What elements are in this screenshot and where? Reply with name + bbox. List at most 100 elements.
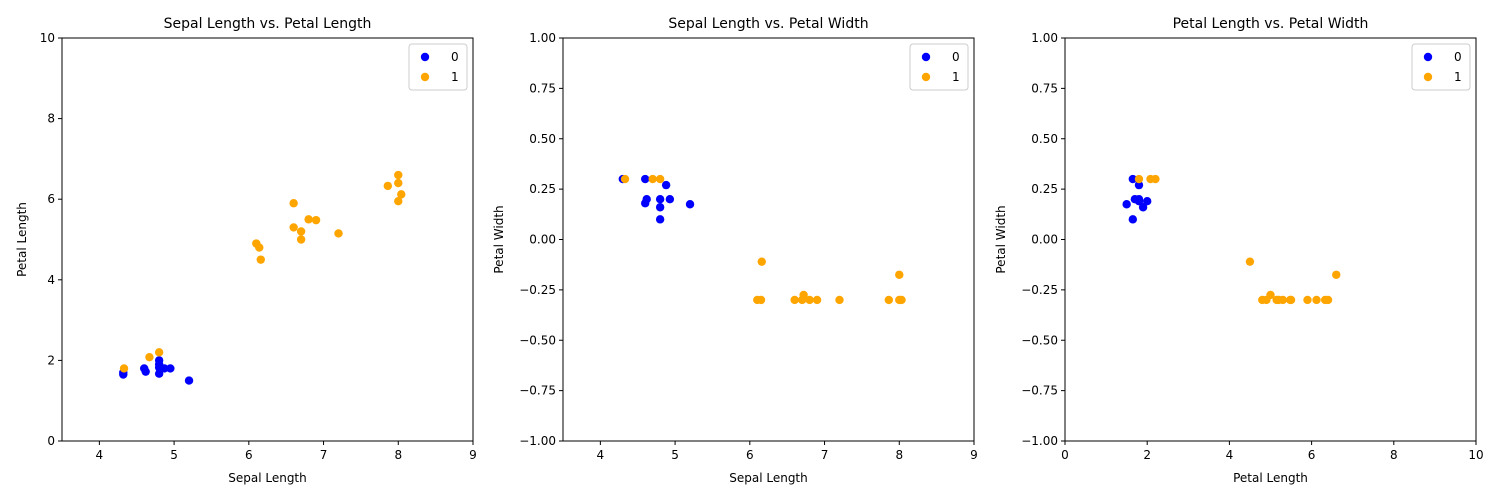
legend-label: 1 <box>952 70 960 84</box>
data-point-series-1 <box>1303 295 1312 305</box>
y-tick-label: −0.50 <box>1021 333 1058 347</box>
data-point-series-1 <box>256 255 265 264</box>
data-point-series-1 <box>296 227 306 236</box>
x-tick-label: 7 <box>320 448 328 462</box>
data-point-series-1 <box>897 295 906 305</box>
data-point-series-1 <box>1151 174 1160 184</box>
y-tick-label: 6 <box>47 192 55 206</box>
data-point-series-1 <box>383 181 393 191</box>
y-tick-label: 0 <box>47 434 55 448</box>
legend-marker <box>921 52 931 62</box>
data-point-series-0 <box>1138 203 1148 212</box>
y-tick-label: 0.50 <box>529 132 556 146</box>
legend-label: 1 <box>451 70 459 84</box>
data-point-series-0 <box>685 200 695 209</box>
data-point-series-1 <box>1323 295 1333 305</box>
data-point-series-0 <box>1134 180 1144 190</box>
y-axis-label: Petal Length <box>15 202 29 277</box>
data-point-series-1 <box>835 295 844 305</box>
y-tick-label: 1.00 <box>529 31 556 45</box>
y-tick-label: 1.00 <box>1031 31 1058 45</box>
y-tick-label: −0.75 <box>519 384 556 398</box>
data-point-series-1 <box>394 197 403 206</box>
x-tick-label: 6 <box>1308 448 1316 462</box>
data-point-series-1 <box>1332 270 1341 279</box>
legend: 01 <box>909 43 969 91</box>
data-point-series-0 <box>1128 215 1138 224</box>
y-tick-label: −0.25 <box>1021 283 1058 297</box>
y-tick-label: 0.00 <box>1031 233 1058 247</box>
x-tick-label: 7 <box>821 448 829 462</box>
data-point-series-1 <box>648 174 657 184</box>
legend-marker <box>1423 52 1433 62</box>
x-tick-label: 6 <box>245 448 253 462</box>
data-point-series-1 <box>289 223 298 232</box>
y-axis-label: Petal Width <box>492 205 506 273</box>
data-point-series-1 <box>799 290 808 300</box>
data-point-series-0 <box>1134 197 1144 206</box>
data-point-series-0 <box>166 364 175 373</box>
x-tick-label: 8 <box>394 448 402 462</box>
y-tick-label: 8 <box>47 112 55 126</box>
x-tick-label: 0 <box>1061 448 1069 462</box>
y-tick-label: 0.50 <box>1031 132 1058 146</box>
data-point-series-1 <box>255 243 264 252</box>
y-tick-label: −0.75 <box>1021 384 1058 398</box>
points-group <box>119 170 406 385</box>
data-point-series-1 <box>1286 295 1296 305</box>
data-point-series-1 <box>394 170 403 180</box>
y-tick-label: 0.75 <box>529 81 556 95</box>
data-point-series-1 <box>805 295 814 305</box>
data-point-series-0 <box>154 369 164 378</box>
data-point-series-1 <box>790 295 799 305</box>
plot-frame <box>562 37 975 442</box>
data-point-series-1 <box>145 352 154 362</box>
y-tick-label: 4 <box>47 273 55 287</box>
chart-title: Petal Length vs. Petal Width <box>1173 16 1369 32</box>
x-tick-label: 4 <box>96 448 104 462</box>
y-tick-label: 10 <box>40 31 55 45</box>
data-point-series-1 <box>1134 174 1144 184</box>
data-point-series-0 <box>641 174 650 184</box>
chart-title: Sepal Length vs. Petal Length <box>164 16 372 32</box>
data-point-series-1 <box>334 229 343 238</box>
data-point-series-0 <box>661 180 671 190</box>
data-point-series-1 <box>394 178 403 188</box>
plot-frame <box>1064 37 1477 442</box>
data-point-series-1 <box>289 199 298 208</box>
y-tick-label: 0.00 <box>529 233 556 247</box>
y-tick-label: 2 <box>47 353 55 367</box>
data-point-series-1 <box>812 295 822 305</box>
x-tick-label: 8 <box>895 448 903 462</box>
y-tick-label: −0.25 <box>519 283 556 297</box>
x-tick-label: 9 <box>970 448 978 462</box>
data-point-series-1 <box>119 364 129 373</box>
y-tick-label: −1.00 <box>519 434 556 448</box>
data-point-series-0 <box>665 195 675 204</box>
x-tick-label: 10 <box>1468 448 1483 462</box>
x-tick-label: 2 <box>1143 448 1151 462</box>
data-point-series-1 <box>655 174 665 184</box>
x-tick-label: 6 <box>746 448 754 462</box>
tick-group: 0 2 4 6 8 10−1.00−0.75−0.50−0.250.000.250.500… <box>1021 31 1483 462</box>
legend-marker <box>420 72 430 82</box>
chart-title: Sepal Length vs. Petal Width <box>668 16 868 32</box>
y-tick-label: 0.25 <box>1031 182 1058 196</box>
y-tick-label: 0.75 <box>1031 81 1058 95</box>
y-tick-label: −1.00 <box>1021 434 1058 448</box>
x-tick-label: 4 <box>597 448 605 462</box>
data-point-series-1 <box>1245 257 1255 266</box>
data-point-series-1 <box>620 174 630 184</box>
data-point-series-0 <box>141 367 150 376</box>
legend-label: 0 <box>1454 50 1462 64</box>
points-group <box>618 174 906 305</box>
data-point-series-0 <box>184 376 194 385</box>
legend: 01 <box>1411 43 1471 91</box>
plot-frame <box>61 37 474 442</box>
data-point-series-0 <box>655 215 665 224</box>
legend-label: 0 <box>952 50 960 64</box>
x-tick-label: 5 <box>170 448 178 462</box>
